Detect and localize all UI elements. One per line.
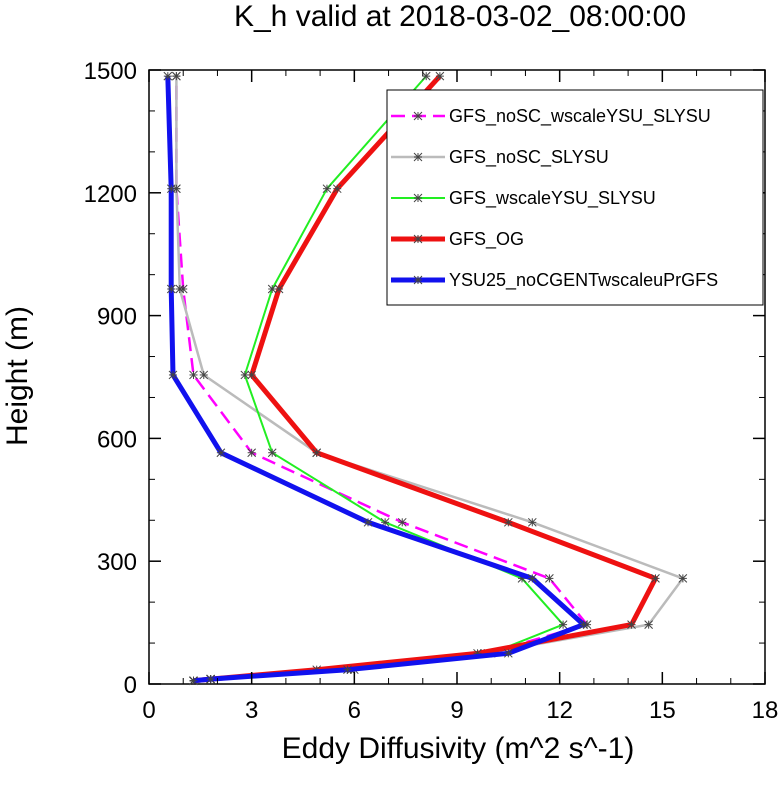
y-tick-label: 900 <box>97 304 137 331</box>
data-point-marker <box>678 574 688 583</box>
legend-label: GFS_OG <box>449 229 524 250</box>
x-tick-label: 18 <box>752 697 779 724</box>
y-tick-label: 600 <box>97 426 137 453</box>
data-point-marker <box>558 620 568 630</box>
data-point-marker <box>322 184 332 194</box>
data-point-marker <box>579 620 588 630</box>
data-point-marker <box>312 448 322 458</box>
axis-ticks: 0 3 6 9 12 15 18 0 300 600 900 1200 1500 <box>84 58 779 724</box>
data-point-marker <box>166 184 176 194</box>
legend-entry: GFS_wscaleYSU_SLYSU <box>391 188 656 209</box>
legend-entry: GFS_noSC_wscaleYSU_SLYSU <box>391 106 711 127</box>
data-point-marker <box>413 275 423 285</box>
x-tick-label: 0 <box>142 697 155 724</box>
data-point-marker <box>247 370 257 380</box>
data-point-marker <box>413 193 423 203</box>
data-point-marker <box>172 71 181 81</box>
data-point-marker <box>627 620 636 630</box>
data-point-marker <box>527 574 537 583</box>
y-tick-label: 0 <box>124 672 137 699</box>
x-tick-label: 3 <box>245 697 258 724</box>
x-tick-label: 6 <box>348 697 361 724</box>
legend-entry: GFS_noSC_SLYSU <box>391 147 609 168</box>
y-tick-label: 1500 <box>84 58 137 85</box>
data-point-marker <box>267 448 277 458</box>
legend-label: GFS_noSC_wscaleYSU_SLYSU <box>449 106 711 127</box>
data-point-marker <box>413 111 423 121</box>
data-point-marker <box>363 517 373 527</box>
x-axis-label: Eddy Diffusivity (m^2 s^-1) <box>282 732 635 765</box>
data-point-marker <box>332 184 342 194</box>
data-point-marker <box>206 674 215 684</box>
data-point-marker <box>166 284 176 294</box>
data-point-marker <box>413 152 423 162</box>
data-point-marker <box>503 517 513 527</box>
data-point-marker <box>274 284 284 294</box>
data-point-marker <box>168 370 178 380</box>
data-point-marker <box>247 448 257 458</box>
data-point-marker <box>163 71 173 81</box>
series-YSU25_noCGENTwscaleuPrGFS <box>163 71 588 686</box>
data-point-marker <box>199 370 209 380</box>
series-line <box>165 76 587 684</box>
data-point-marker <box>651 574 660 583</box>
series-layer <box>163 71 688 686</box>
data-point-marker <box>189 370 198 380</box>
y-tick-label: 1200 <box>84 181 137 208</box>
data-point-marker <box>413 234 423 244</box>
data-point-marker <box>343 665 352 675</box>
data-point-marker <box>527 517 537 527</box>
legend-entry: GFS_OG <box>391 229 524 250</box>
legend-label: YSU25_noCGENTwscaleuPrGFS <box>449 270 718 291</box>
legend-label: GFS_wscaleYSU_SLYSU <box>449 188 656 209</box>
legend-box <box>386 89 764 306</box>
data-point-marker <box>216 448 226 458</box>
data-point-marker <box>503 648 513 658</box>
data-point-marker <box>435 71 445 81</box>
data-point-marker <box>267 284 277 294</box>
data-point-marker <box>644 620 653 630</box>
data-point-marker <box>240 370 250 380</box>
x-tick-label: 9 <box>450 697 463 724</box>
x-tick-label: 12 <box>546 697 573 724</box>
y-axis-label: Height (m) <box>1 306 34 446</box>
data-point-marker <box>421 71 431 81</box>
data-point-marker <box>380 517 390 527</box>
legend-entry: YSU25_noCGENTwscaleuPrGFS <box>391 270 718 291</box>
chart-title: K_h valid at 2018-03-02_08:00:00 <box>234 0 686 33</box>
data-point-marker <box>189 676 198 686</box>
y-tick-label: 300 <box>97 549 137 576</box>
legend: GFS_noSC_wscaleYSU_SLYSU GFS_noSC_SLYSU GF… <box>386 89 764 306</box>
data-point-marker <box>175 284 185 294</box>
x-tick-label: 15 <box>649 697 676 724</box>
legend-label: GFS_noSC_SLYSU <box>449 147 609 168</box>
data-point-marker <box>397 517 407 527</box>
data-point-marker <box>545 574 554 583</box>
